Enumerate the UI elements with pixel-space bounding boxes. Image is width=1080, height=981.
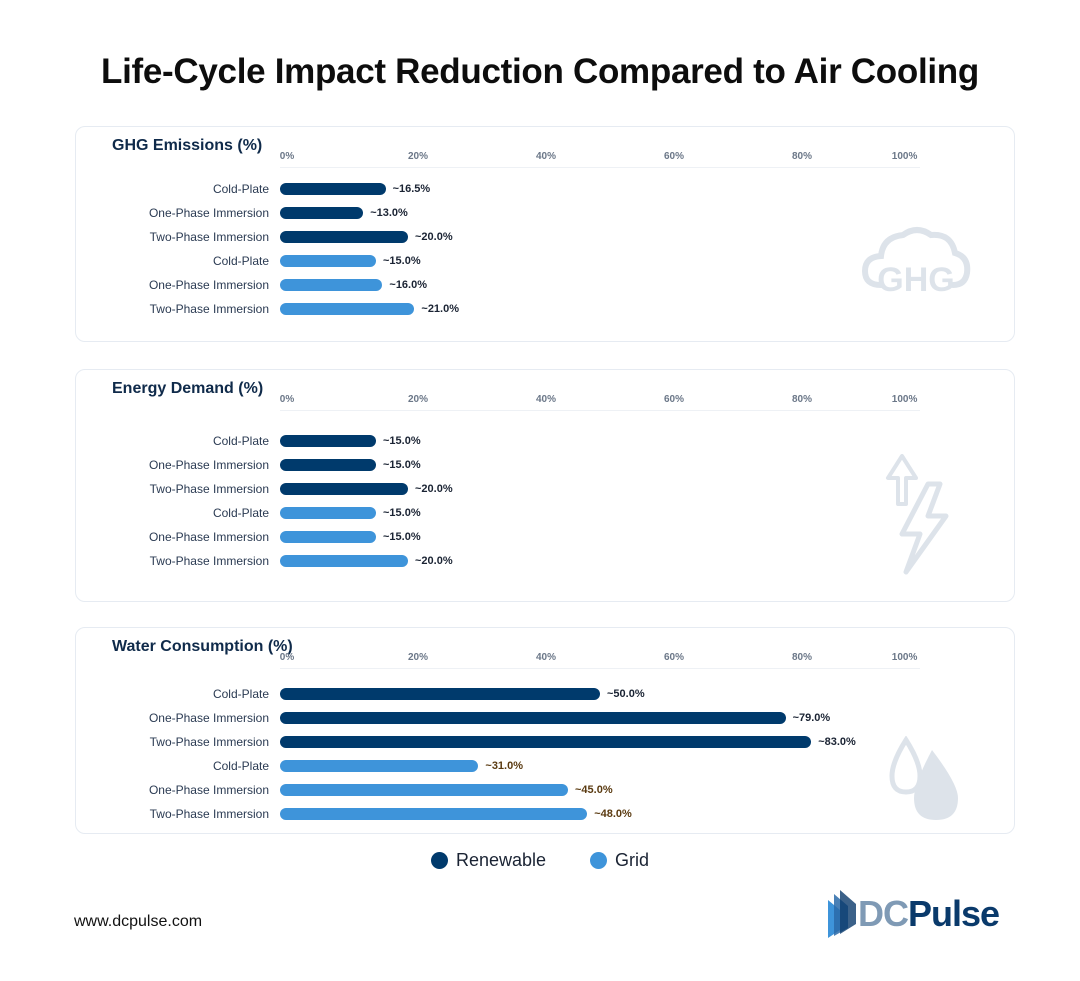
x-tick-label: 60% xyxy=(663,151,685,162)
category-label: Two-Phase Immersion xyxy=(149,302,269,316)
x-tick-label: 100% xyxy=(891,394,918,405)
x-tick-label: 20% xyxy=(407,151,429,162)
bar-renewable xyxy=(280,736,812,748)
bar-renewable xyxy=(280,435,376,447)
panel-title: Energy Demand (%) xyxy=(112,380,264,397)
legend-item-renewable: Renewable xyxy=(430,850,547,871)
panel-title: Water Consumption (%) xyxy=(112,638,293,655)
bar-grid xyxy=(280,784,568,796)
x-tick-label: 40% xyxy=(535,151,557,162)
x-tick-label: 80% xyxy=(791,151,813,162)
x-tick-label: 80% xyxy=(791,652,813,663)
panel-title: GHG Emissions (%) xyxy=(112,137,263,154)
x-tick-label: 0% xyxy=(279,151,295,162)
bar-renewable xyxy=(280,459,376,471)
category-label: Cold-Plate xyxy=(212,182,269,196)
value-label: ~13.0% xyxy=(370,207,408,219)
bar-grid xyxy=(280,303,415,315)
bar-renewable xyxy=(280,688,600,700)
category-label: One-Phase Immersion xyxy=(148,783,269,797)
value-label: ~15.0% xyxy=(383,531,421,543)
value-label: ~48.0% xyxy=(594,808,632,820)
logo-text-pulse: Pulse xyxy=(908,893,1000,934)
website-url: www.dcpulse.com xyxy=(74,913,203,930)
category-label: Cold-Plate xyxy=(212,254,269,268)
value-label: ~15.0% xyxy=(383,459,421,471)
x-tick-label: 100% xyxy=(891,151,918,162)
bar-grid xyxy=(280,760,479,772)
category-label: One-Phase Immersion xyxy=(148,206,269,220)
legend-item-grid: Grid xyxy=(590,850,649,871)
x-tick-label: 20% xyxy=(407,652,429,663)
axis-line xyxy=(280,410,920,411)
bar-grid xyxy=(280,507,376,519)
legend-label: Renewable xyxy=(455,850,547,870)
bar-grid xyxy=(280,531,376,543)
bar-grid xyxy=(280,808,588,820)
chart-panel: GHG Emissions (%) 0% 20% 40% 60% 80% 100% Cold-… xyxy=(75,126,1015,342)
value-label: ~20.0% xyxy=(415,231,453,243)
category-label: Cold-Plate xyxy=(212,506,269,520)
category-label: One-Phase Immersion xyxy=(148,711,269,725)
chart-panel: Water Consumption (%) 0% 20% 40% 60% 80% 100% C… xyxy=(75,627,1015,834)
x-tick-label: 20% xyxy=(407,394,429,405)
value-label: ~45.0% xyxy=(575,784,613,796)
legend-label: Grid xyxy=(615,850,650,870)
chart-title: Life-Cycle Impact Reduction Compared to … xyxy=(101,52,979,91)
bar-grid xyxy=(280,279,383,291)
bar-grid xyxy=(280,555,408,567)
value-label: ~50.0% xyxy=(607,688,645,700)
value-label: ~20.0% xyxy=(415,555,453,567)
x-tick-label: 100% xyxy=(891,652,918,663)
legend: Renewable Grid xyxy=(0,850,1080,871)
legend-swatch-grid xyxy=(590,852,608,869)
bar-renewable xyxy=(280,207,364,219)
value-label: ~15.0% xyxy=(383,435,421,447)
value-label: ~15.0% xyxy=(383,255,421,267)
logo-mark-icon xyxy=(828,890,856,938)
value-label: ~83.0% xyxy=(818,736,856,748)
bar-renewable xyxy=(280,183,386,195)
category-label: Two-Phase Immersion xyxy=(149,230,269,244)
axis-line xyxy=(280,668,920,669)
category-label: Cold-Plate xyxy=(212,687,269,701)
category-label: One-Phase Immersion xyxy=(148,458,269,472)
category-label: Two-Phase Immersion xyxy=(149,482,269,496)
bar-renewable xyxy=(280,712,786,724)
svg-text:GHG: GHG xyxy=(877,261,954,299)
x-tick-label: 0% xyxy=(279,394,295,405)
bar-renewable xyxy=(280,231,408,243)
x-tick-label: 40% xyxy=(535,652,557,663)
logo-text-dc: DC xyxy=(858,893,909,934)
x-tick-label: 60% xyxy=(663,394,685,405)
value-label: ~21.0% xyxy=(421,303,460,315)
bar-grid xyxy=(280,255,376,267)
water-drops-icon xyxy=(884,735,964,831)
category-label: Cold-Plate xyxy=(212,759,269,773)
lightning-bolt-icon xyxy=(884,454,954,589)
dcpulse-logo: DC Pulse xyxy=(828,890,1000,938)
x-tick-label: 40% xyxy=(535,394,557,405)
category-label: Two-Phase Immersion xyxy=(149,735,269,749)
value-label: ~31.0% xyxy=(485,760,524,772)
x-tick-label: 80% xyxy=(791,394,813,405)
category-label: Two-Phase Immersion xyxy=(149,807,269,821)
value-label: ~20.0% xyxy=(415,483,453,495)
x-tick-label: 0% xyxy=(279,652,295,663)
bar-renewable xyxy=(280,483,408,495)
legend-swatch-renewable xyxy=(430,852,448,869)
category-label: One-Phase Immersion xyxy=(148,530,269,544)
value-label: ~16.0% xyxy=(389,279,428,291)
category-label: One-Phase Immersion xyxy=(148,278,269,292)
x-tick-label: 60% xyxy=(663,652,685,663)
category-label: Cold-Plate xyxy=(212,434,269,448)
category-label: Two-Phase Immersion xyxy=(149,554,269,568)
value-label: ~79.0% xyxy=(792,712,831,724)
axis-line xyxy=(280,167,920,168)
value-label: ~15.0% xyxy=(383,507,421,519)
ghg-cloud-icon: GHG xyxy=(861,223,971,308)
value-label: ~16.5% xyxy=(392,183,431,195)
chart-panel: Energy Demand (%) 0% 20% 40% 60% 80% 100% Cold-… xyxy=(75,369,1015,602)
